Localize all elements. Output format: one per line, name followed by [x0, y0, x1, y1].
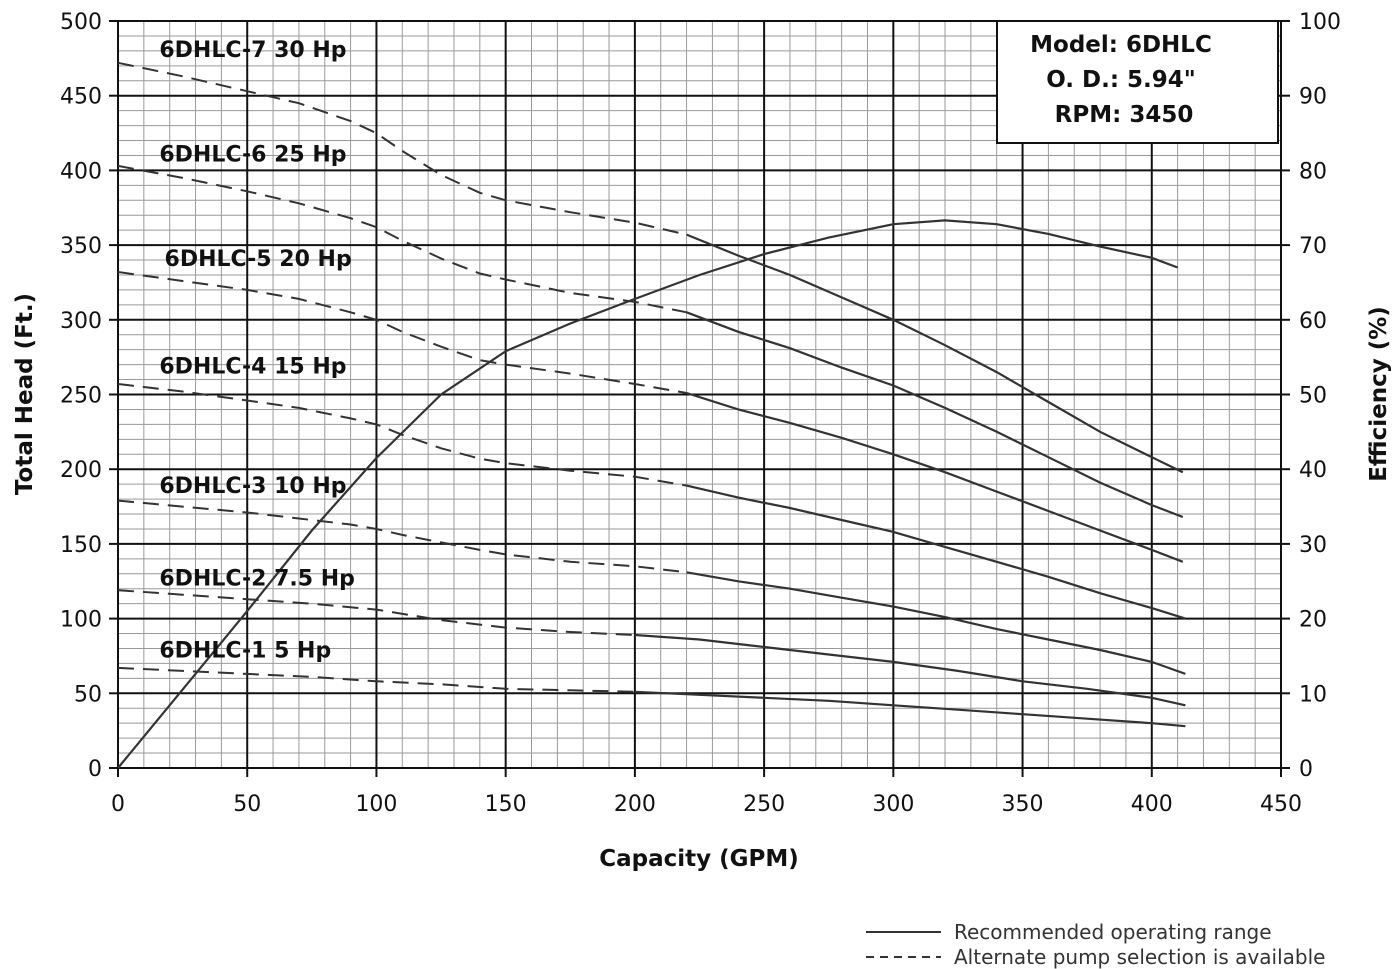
- legend-dashed-label: Alternate pump selection is available: [954, 945, 1325, 969]
- curve-label-5: 6DHLC-3 10 Hp: [159, 474, 346, 499]
- curves: [117, 61, 1186, 769]
- info-rpm: RPM: 3450: [1055, 102, 1194, 128]
- series-line-solid: [686, 484, 1186, 620]
- x-tick-label: 250: [743, 792, 785, 817]
- curve-label-7: 6DHLC-1 5 Hp: [159, 638, 331, 663]
- series-line-dashed: [117, 499, 687, 574]
- y2-tick-label: 100: [1299, 10, 1341, 35]
- y2-axis-title: Efficiency (%): [1366, 306, 1392, 482]
- info-box: Model: 6DHLC O. D.: 5.94" RPM: 3450: [996, 20, 1279, 144]
- x-tick-labels: 0 50 100 150 200 250 300 350 400 450: [111, 768, 1302, 817]
- y-tick-label: 200: [60, 458, 102, 483]
- y-tick-label: 0: [88, 757, 102, 782]
- series-line-solid: [686, 311, 1184, 519]
- y-tick-label: 450: [60, 85, 102, 110]
- y-tick-label: 300: [60, 309, 102, 334]
- y2-tick-label: 30: [1299, 533, 1327, 558]
- series-line-dashed: [117, 383, 687, 487]
- y2-tick-label: 20: [1299, 608, 1327, 633]
- series-6dhlc-2-7-5-hp: [117, 589, 1186, 707]
- series-6dhlc-7-30-hp: [117, 61, 1184, 474]
- curve-label-6: 6DHLC-2 7.5 Hp: [159, 567, 355, 592]
- series-line-solid: [117, 219, 1178, 769]
- x-tick-label: 100: [355, 792, 397, 817]
- x-tick-label: 300: [872, 792, 914, 817]
- series-line-dashed: [117, 164, 687, 314]
- y2-tick-label: 70: [1299, 234, 1327, 259]
- series-6dhlc-6-25-hp: [117, 164, 1184, 519]
- y-tick-label: 250: [60, 384, 102, 409]
- series-line-dashed: [117, 666, 635, 693]
- series-6dhlc-1-5-hp: [117, 666, 1186, 728]
- info-od: O. D.: 5.94": [1046, 67, 1196, 93]
- y-tick-label: 100: [60, 608, 102, 633]
- x-axis-title: Capacity (GPM): [599, 846, 799, 872]
- y2-tick-label: 0: [1299, 757, 1313, 782]
- series-line-solid: [686, 391, 1184, 563]
- series-6dhlc-3-10-hp: [117, 499, 1186, 675]
- y-tick-label: 50: [74, 682, 102, 707]
- y2-tick-labels: 0 10 20 30 40 50 60 70 80 90 100: [1281, 10, 1341, 782]
- legend-solid-label: Recommended operating range: [954, 920, 1272, 944]
- series-6dhlc-5-20-hp: [117, 271, 1184, 563]
- y-tick-label: 150: [60, 533, 102, 558]
- legend: Recommended operating range Alternate pu…: [866, 920, 1325, 969]
- info-model: Model: 6DHLC: [1030, 32, 1212, 58]
- curve-labels: 6DHLC-7 30 Hp 6DHLC-6 25 Hp 6DHLC-5 20 Hp 6…: [159, 38, 355, 664]
- x-tick-label: 200: [614, 792, 656, 817]
- y2-tick-label: 80: [1299, 159, 1327, 184]
- y-tick-label: 400: [60, 159, 102, 184]
- series-line-dashed: [117, 271, 687, 394]
- y-tick-label: 500: [60, 10, 102, 35]
- y-tick-label: 350: [60, 234, 102, 259]
- series-6dhlc-4-15-hp: [117, 383, 1186, 620]
- x-tick-label: 0: [111, 792, 125, 817]
- y2-tick-label: 10: [1299, 682, 1327, 707]
- x-tick-label: 150: [485, 792, 527, 817]
- y-axis-title: Total Head (Ft.): [12, 293, 38, 495]
- info-box-frame: [996, 20, 1279, 144]
- x-tick-label: 350: [1002, 792, 1044, 817]
- series-line-solid: [686, 233, 1184, 474]
- x-tick-label: 450: [1260, 792, 1302, 817]
- series-efficiency: [117, 219, 1178, 769]
- curve-label-2: 6DHLC-6 25 Hp: [159, 142, 346, 167]
- series-line-dashed: [117, 589, 635, 636]
- curve-label-1: 6DHLC-7 30 Hp: [159, 38, 346, 63]
- x-tick-label: 400: [1131, 792, 1173, 817]
- y-tick-labels: 0 50 100 150 200 250 300 350 400 450 500: [60, 10, 118, 782]
- series-line-dashed: [117, 61, 687, 236]
- y2-tick-label: 50: [1299, 384, 1327, 409]
- series-line-solid: [634, 633, 1186, 707]
- y2-tick-label: 90: [1299, 85, 1327, 110]
- series-line-solid: [686, 571, 1186, 675]
- curve-label-3: 6DHLC-5 20 Hp: [165, 247, 352, 272]
- y2-tick-label: 60: [1299, 309, 1327, 334]
- y2-tick-label: 40: [1299, 458, 1327, 483]
- series-line-solid: [634, 690, 1186, 728]
- x-tick-label: 50: [233, 792, 261, 817]
- curve-label-4: 6DHLC-4 15 Hp: [159, 355, 346, 380]
